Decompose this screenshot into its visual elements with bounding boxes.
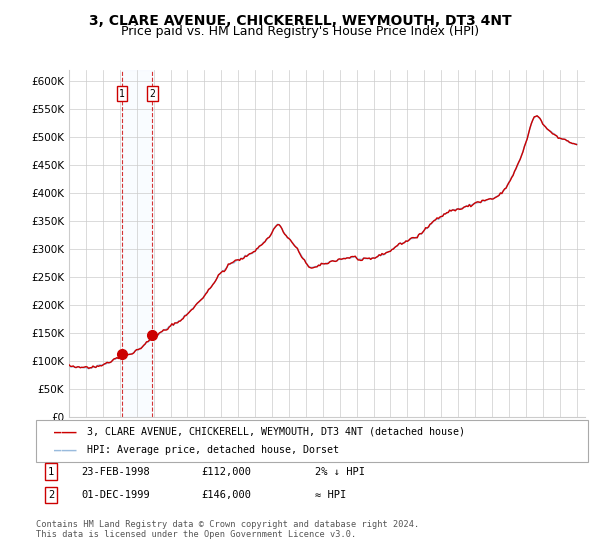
Text: 2: 2 xyxy=(48,490,54,500)
Text: 3, CLARE AVENUE, CHICKERELL, WEYMOUTH, DT3 4NT: 3, CLARE AVENUE, CHICKERELL, WEYMOUTH, D… xyxy=(89,14,511,28)
Text: £146,000: £146,000 xyxy=(201,490,251,500)
Text: Price paid vs. HM Land Registry's House Price Index (HPI): Price paid vs. HM Land Registry's House … xyxy=(121,25,479,38)
Text: Contains HM Land Registry data © Crown copyright and database right 2024.
This d: Contains HM Land Registry data © Crown c… xyxy=(36,520,419,539)
Text: ———: ——— xyxy=(54,425,77,438)
Text: ———: ——— xyxy=(54,444,77,457)
Text: 3, CLARE AVENUE, CHICKERELL, WEYMOUTH, DT3 4NT (detached house): 3, CLARE AVENUE, CHICKERELL, WEYMOUTH, D… xyxy=(87,427,465,437)
Text: ≈ HPI: ≈ HPI xyxy=(315,490,346,500)
Text: 1: 1 xyxy=(48,466,54,477)
Text: 1: 1 xyxy=(119,88,125,99)
Text: 23-FEB-1998: 23-FEB-1998 xyxy=(81,466,150,477)
Text: 2% ↓ HPI: 2% ↓ HPI xyxy=(315,466,365,477)
Text: HPI: Average price, detached house, Dorset: HPI: Average price, detached house, Dors… xyxy=(87,445,339,455)
Text: £112,000: £112,000 xyxy=(201,466,251,477)
Text: 01-DEC-1999: 01-DEC-1999 xyxy=(81,490,150,500)
Bar xyxy=(122,70,152,417)
Text: 2: 2 xyxy=(149,88,155,99)
